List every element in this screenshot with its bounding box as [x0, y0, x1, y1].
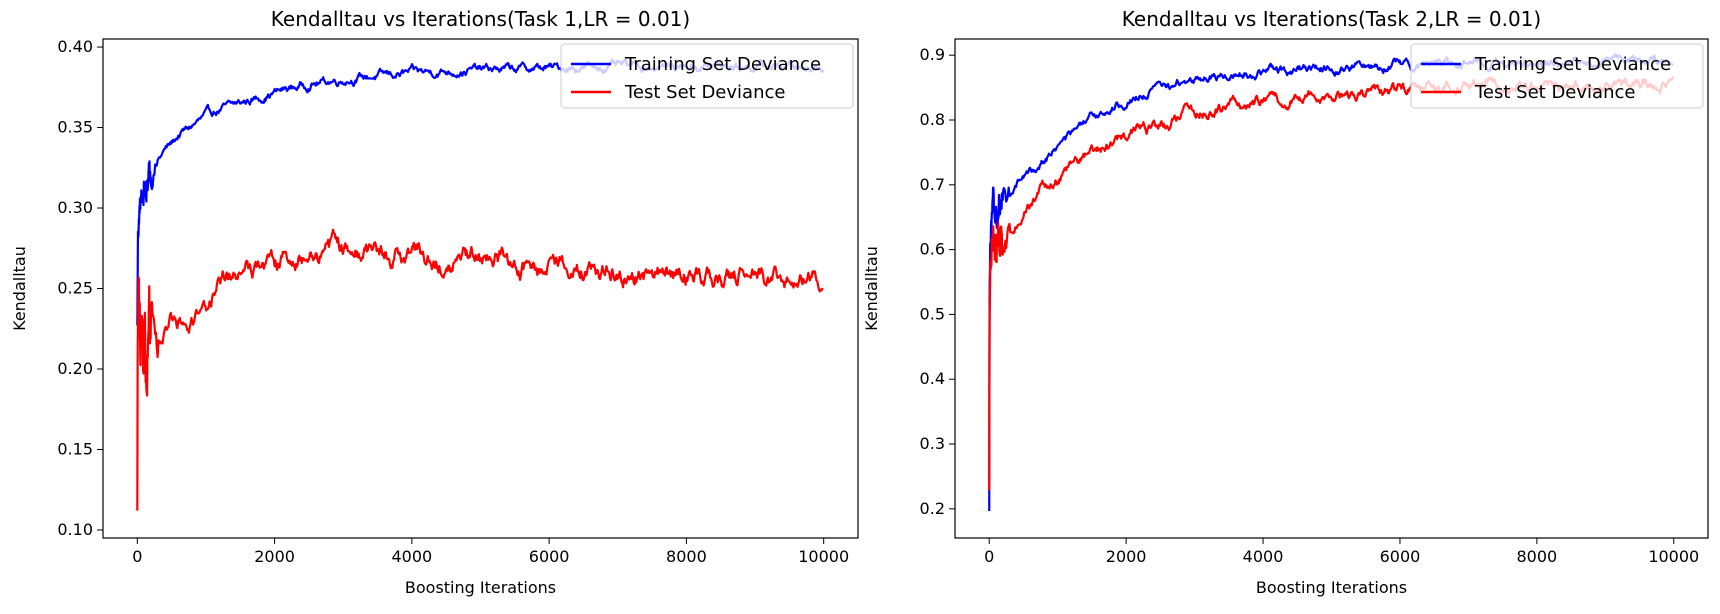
x-tick-label: 8000 — [1517, 547, 1558, 566]
x-tick-label: 0 — [984, 547, 994, 566]
x-tick-label: 2000 — [1106, 547, 1147, 566]
chart-1: 0 2000 4000 6000 8000 10000 0.10 0.15 0.20 0.25 0.… — [10, 7, 859, 597]
chart-title: Kendalltau vs Iterations(Task 1,LR = 0.0… — [271, 7, 690, 31]
series-line-test-set-deviance — [136, 228, 824, 511]
legend: Training Set Deviance Test Set Deviance — [560, 43, 854, 109]
y-tick-label: 0.35 — [57, 118, 93, 137]
y-tick-label: 0.9 — [920, 45, 945, 64]
legend-label: Training Set Deviance — [624, 54, 821, 75]
legend-box — [560, 43, 854, 109]
y-tick-label: 0.5 — [920, 304, 945, 323]
x-tick-label: 10000 — [1648, 547, 1699, 566]
x-tick-label: 6000 — [1380, 547, 1421, 566]
x-axis-label: Boosting Iterations — [405, 578, 556, 597]
x-tick-label: 8000 — [666, 547, 707, 566]
y-axis-label: Kendalltau — [10, 246, 29, 331]
chart-title: Kendalltau vs Iterations(Task 2,LR = 0.0… — [1122, 7, 1541, 31]
y-tick-label: 0.30 — [57, 198, 93, 217]
legend-label: Training Set Deviance — [1474, 54, 1671, 75]
y-tick-label: 0.40 — [57, 37, 93, 56]
y-tick-label: 0.8 — [920, 110, 945, 129]
y-tick-label: 0.25 — [57, 279, 93, 298]
x-tick-label: 2000 — [254, 547, 295, 566]
x-tick-label: 6000 — [529, 547, 570, 566]
x-tick-label: 10000 — [798, 547, 849, 566]
y-tick-label: 0.3 — [920, 434, 945, 453]
series-group — [988, 53, 1675, 511]
x-tick-label: 4000 — [1243, 547, 1284, 566]
x-tick-label: 0 — [132, 547, 142, 566]
y-axis-label: Kendalltau — [862, 246, 881, 331]
chart-2: 0 2000 4000 6000 8000 10000 0.2 0.3 0.4 0.5 0.6 0.7… — [862, 7, 1709, 597]
x-axis-label: Boosting Iterations — [1256, 578, 1407, 597]
y-tick-label: 0.20 — [57, 359, 93, 378]
legend: Training Set Deviance Test Set Deviance — [1410, 43, 1704, 109]
y-tick-label: 0.4 — [920, 369, 945, 388]
series-group — [136, 58, 825, 511]
legend-label: Test Set Deviance — [624, 82, 785, 103]
series-line-test-set-deviance — [988, 76, 1675, 491]
legend-label: Test Set Deviance — [1474, 82, 1635, 103]
y-tick-label: 0.6 — [920, 240, 945, 259]
y-tick-label: 0.15 — [57, 439, 93, 458]
plot-frame — [954, 38, 1709, 539]
legend-box — [1410, 43, 1704, 109]
y-tick-label: 0.7 — [920, 175, 945, 194]
x-tick-label: 4000 — [392, 547, 433, 566]
series-line-training-set-deviance — [988, 53, 1674, 511]
y-tick-label: 0.2 — [920, 499, 945, 518]
y-tick-label: 0.10 — [57, 520, 93, 539]
